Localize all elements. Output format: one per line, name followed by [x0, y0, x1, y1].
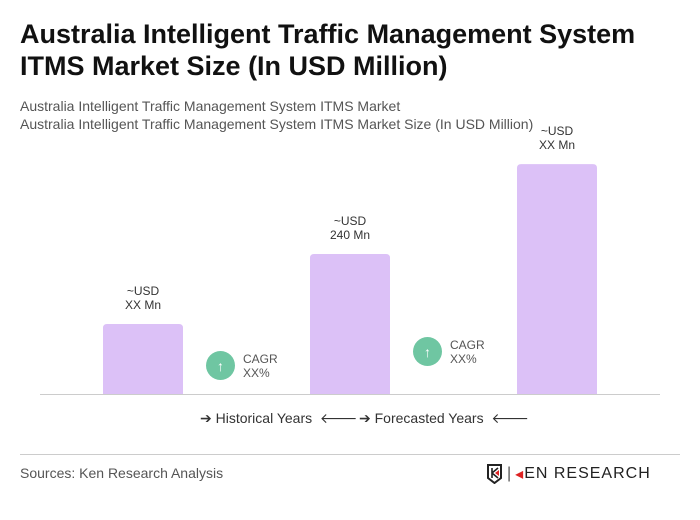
divider — [20, 454, 680, 455]
data-label-line: ~USD — [333, 214, 367, 228]
cagr-badge: ↑ CAGR XX% — [413, 337, 485, 366]
arrow-up-icon: ↑ — [413, 337, 442, 366]
data-label-line: ~USD — [126, 284, 160, 298]
legend-label: Forecasted Years — [374, 410, 484, 426]
data-label-line: 240 Mn — [329, 228, 371, 242]
data-label-line: ~USD — [540, 124, 574, 139]
cagr-value: XX% — [243, 365, 270, 380]
legend-forecasted: ➔ Forecasted Years 🡐 — [359, 410, 529, 426]
ken-research-logo: | ◂ EN RESEARCH — [486, 464, 651, 484]
cagr-value: XX% — [450, 351, 477, 366]
legend-historical: ➔ Historical Years 🡐 — [200, 410, 358, 426]
source-text: Sources: Ken Research Analysis — [20, 465, 224, 481]
bar — [103, 324, 183, 394]
data-label-line: XX Mn — [538, 138, 575, 153]
arrow-up-icon: ↑ — [206, 351, 235, 380]
data-label-line: XX Mn — [124, 298, 161, 312]
cagr-label: CAGR — [243, 351, 278, 366]
page-title: Australia Intelligent Traffic Management… — [20, 19, 636, 81]
data-label: ~USD XX Mn — [93, 284, 193, 312]
bar — [310, 254, 390, 394]
subtitle: Australia Intelligent Traffic Management… — [20, 98, 401, 114]
legend-label: Historical Years — [215, 410, 313, 426]
bar — [517, 164, 597, 394]
data-label: ~USD 240 Mn — [300, 214, 400, 242]
data-label: ~USD XX Mn — [507, 124, 607, 152]
subtitle-2: Australia Intelligent Traffic Management… — [20, 116, 534, 132]
cagr-label: CAGR — [450, 337, 485, 352]
logo-icon — [487, 464, 502, 484]
cagr-badge: ↑ CAGR XX% — [206, 351, 278, 380]
